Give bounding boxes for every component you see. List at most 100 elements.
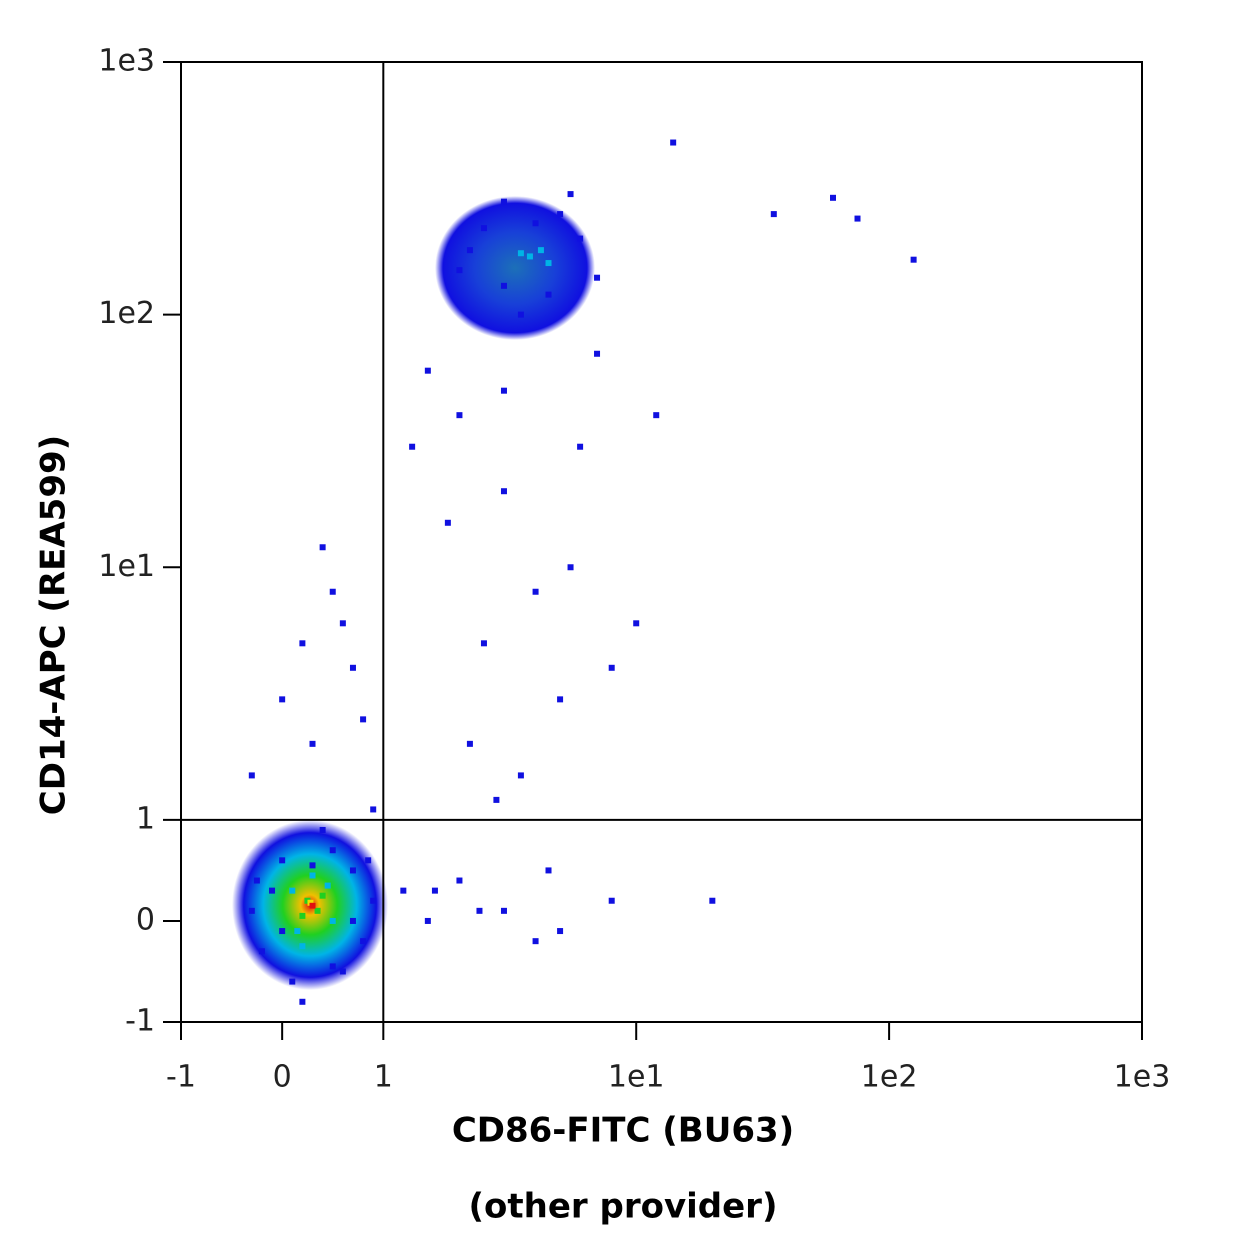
point: [370, 897, 377, 904]
point: [608, 897, 615, 904]
point: [400, 887, 407, 894]
point: [299, 998, 306, 1005]
point: [299, 640, 306, 647]
point: [299, 943, 306, 950]
point: [456, 877, 463, 884]
point: [830, 194, 837, 201]
point: [500, 907, 507, 914]
point: [360, 938, 367, 945]
point: [557, 696, 564, 703]
point: [608, 664, 615, 671]
point: [545, 291, 552, 298]
x-tick-label: 0: [273, 1060, 292, 1095]
point: [370, 806, 377, 813]
point: [545, 867, 552, 874]
point: [258, 948, 265, 955]
point: [532, 220, 539, 227]
point: [532, 938, 539, 945]
point: [500, 282, 507, 289]
point: [279, 857, 286, 864]
y-tick-label: 1e1: [98, 549, 155, 584]
point: [594, 350, 601, 357]
point: [537, 247, 544, 254]
point: [854, 215, 861, 222]
point: [269, 887, 276, 894]
point: [319, 544, 326, 551]
y-tick-label: 1: [136, 801, 155, 836]
point: [466, 740, 473, 747]
point: [329, 963, 336, 970]
point: [294, 928, 301, 935]
point: [567, 564, 574, 571]
y-tick-label: 0: [136, 902, 155, 937]
point: [289, 887, 296, 894]
y-tick-label: 1e2: [98, 296, 155, 331]
x-tick-label: 1e1: [608, 1060, 665, 1095]
point: [517, 311, 524, 318]
density-blob: [435, 196, 595, 340]
x-tick-label: 1e3: [1114, 1060, 1171, 1095]
point: [319, 827, 326, 833]
point: [314, 907, 321, 914]
point: [248, 907, 255, 914]
plot-frame: [180, 61, 1143, 1023]
point: [339, 968, 346, 975]
point: [557, 928, 564, 935]
point: [456, 412, 463, 419]
point: [253, 877, 260, 884]
point: [500, 488, 507, 495]
point: [424, 367, 431, 374]
point: [299, 912, 306, 919]
point: [500, 387, 507, 394]
point: [349, 917, 356, 924]
point: [309, 862, 316, 869]
point: [349, 867, 356, 874]
point: [770, 211, 777, 218]
point: [567, 191, 574, 198]
y-tick-label: 1e3: [98, 44, 155, 79]
y-axis-label: CD14-APC (REA599): [34, 435, 74, 815]
point: [910, 256, 917, 263]
point: [324, 882, 331, 889]
point: [480, 640, 487, 647]
x-axis-label: CD86-FITC (BU63): [452, 1111, 794, 1151]
point: [289, 978, 296, 985]
point: [279, 928, 286, 935]
point: [319, 892, 326, 899]
point: [360, 716, 367, 723]
point: [480, 225, 487, 232]
point: [248, 772, 255, 779]
point: [339, 620, 346, 627]
point: [517, 772, 524, 779]
point: [307, 899, 314, 906]
point: [545, 260, 552, 267]
point: [577, 443, 584, 450]
point: [594, 274, 601, 281]
point: [500, 198, 507, 205]
point: [476, 907, 483, 914]
point: [279, 696, 286, 703]
point: [526, 253, 533, 260]
x-tick-label: 1: [374, 1060, 393, 1095]
point: [309, 872, 316, 879]
y-tick-label: -1: [125, 1004, 155, 1039]
point: [532, 588, 539, 595]
point: [577, 235, 584, 242]
point: [409, 443, 416, 450]
point: [329, 588, 336, 595]
point: [444, 519, 451, 526]
point: [431, 887, 438, 894]
x-tick-label: -1: [166, 1060, 196, 1095]
point: [329, 917, 336, 924]
x-tick-label: 1e2: [861, 1060, 918, 1095]
point: [456, 267, 463, 274]
point: [309, 740, 316, 747]
point: [633, 620, 640, 627]
point: [557, 211, 564, 218]
point: [304, 897, 311, 904]
point: [349, 664, 356, 671]
point: [365, 857, 372, 864]
point: [309, 902, 316, 909]
point: [493, 796, 500, 803]
